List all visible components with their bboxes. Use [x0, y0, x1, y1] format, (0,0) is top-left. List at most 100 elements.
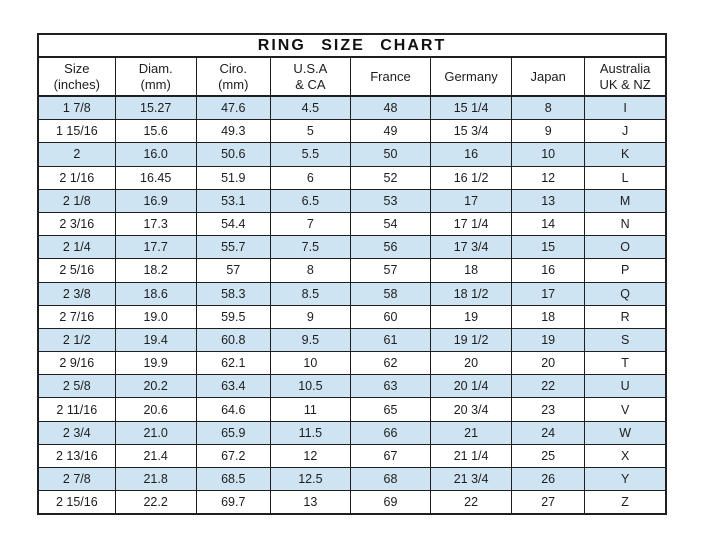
table-cell: 58.3	[195, 281, 271, 306]
table-cell: 15 3/4	[430, 119, 513, 144]
table-cell: 2 15/16	[37, 490, 116, 515]
table-cell: 6.5	[269, 188, 351, 213]
table-cell: 20.6	[114, 397, 197, 422]
table-cell: 2 3/16	[37, 211, 116, 237]
table-cell: 16.0	[114, 142, 197, 167]
table-cell: 16.45	[114, 165, 197, 190]
header-row: Size (inches) Diam. (mm) Ciro. (mm) U.S.A & CA F…	[37, 56, 667, 97]
table-cell: 63	[349, 374, 432, 399]
table-cell: 2 1/4	[37, 235, 116, 260]
table-cell: 10	[269, 351, 351, 376]
table-cell: R	[584, 304, 667, 329]
column-header: Japan	[511, 56, 586, 97]
table-cell: 4.5	[269, 95, 351, 121]
table-row: 2 7/16 19.0 59.5 9 60 19 18 R	[37, 304, 667, 329]
table-cell: 22.2	[114, 490, 197, 515]
table-row: 2 11/16 20.6 64.6 11 65 20 3/4 23 V	[37, 397, 667, 422]
table-cell: 19.0	[114, 304, 197, 329]
table-cell: 16 1/2	[430, 165, 513, 190]
table-cell: 13	[269, 490, 351, 515]
table-cell: 57	[349, 258, 432, 283]
table-cell: 12	[511, 165, 586, 190]
column-header: Australia UK & NZ	[584, 56, 667, 97]
table-row: 2 1/4 17.7 55.7 7.5 56 17 3/4 15 O	[37, 235, 667, 260]
table-cell: 7.5	[269, 235, 351, 260]
table-cell: 2 13/16	[37, 443, 116, 469]
table-cell: V	[584, 397, 667, 422]
table-cell: 25	[511, 443, 586, 469]
table-cell: 27	[511, 490, 586, 515]
table-row: 2 1/16 16.45 51.9 6 52 16 1/2 12 L	[37, 165, 667, 190]
column-header-line: & CA	[295, 76, 326, 92]
table-cell: 50	[349, 142, 432, 167]
table-cell: 67.2	[195, 443, 271, 469]
table-cell: 51.9	[195, 165, 271, 190]
table-cell: 16	[430, 142, 513, 167]
table-cell: 17	[430, 188, 513, 213]
column-header-line: France	[370, 68, 411, 84]
column-header-line: U.S.A	[293, 61, 328, 77]
table-row: 2 1/8 16.9 53.1 6.5 53 17 13 M	[37, 188, 667, 213]
table-cell: 20.2	[114, 374, 197, 399]
table-row: 2 13/16 21.4 67.2 12 67 21 1/4 25 X	[37, 443, 667, 469]
table-cell: O	[584, 235, 667, 260]
table-cell: 22	[430, 490, 513, 515]
table-cell: 64.6	[195, 397, 271, 422]
table-cell: 17.3	[114, 211, 197, 237]
table-cell: 53	[349, 188, 432, 213]
table-cell: W	[584, 420, 667, 445]
table-cell: 53.1	[195, 188, 271, 213]
table-cell: 23	[511, 397, 586, 422]
table-cell: Z	[584, 490, 667, 515]
table-cell: T	[584, 351, 667, 376]
table-cell: 20 1/4	[430, 374, 513, 399]
column-header-line: (mm)	[140, 76, 171, 92]
table-cell: 21.4	[114, 443, 197, 469]
table-cell: 20 3/4	[430, 397, 513, 422]
table-cell: 62.1	[195, 351, 271, 376]
table-cell: 62	[349, 351, 432, 376]
table-cell: 19 1/2	[430, 327, 513, 353]
table-cell: 2 1/8	[37, 188, 116, 213]
table-cell: 9	[269, 304, 351, 329]
table-cell: 11.5	[269, 420, 351, 445]
table-cell: 17.7	[114, 235, 197, 260]
column-header-line: UK & NZ	[599, 76, 651, 92]
table-cell: 2 3/8	[37, 281, 116, 306]
table-cell: 19	[430, 304, 513, 329]
table-cell: 18 1/2	[430, 281, 513, 306]
table-cell: 18.6	[114, 281, 197, 306]
table-cell: 18	[430, 258, 513, 283]
table-cell: 57	[195, 258, 271, 283]
table-cell: 49	[349, 119, 432, 144]
table-cell: 19.9	[114, 351, 197, 376]
table-cell: 8.5	[269, 281, 351, 306]
table-cell: 2 1/16	[37, 165, 116, 190]
table-body: 1 7/8 15.27 47.6 4.5 48 15 1/4 8 I 1 15/16 15.6 49…	[37, 95, 667, 515]
table-row: 2 1/2 19.4 60.8 9.5 61 19 1/2 19 S	[37, 327, 667, 353]
table-cell: 26	[511, 466, 586, 492]
table-cell: 59.5	[195, 304, 271, 329]
table-row: 2 3/4 21.0 65.9 11.5 66 21 24 W	[37, 420, 667, 445]
table-cell: 10.5	[269, 374, 351, 399]
column-header: France	[349, 56, 432, 97]
table-cell: 60	[349, 304, 432, 329]
table-cell: 55.7	[195, 235, 271, 260]
table-cell: 13	[511, 188, 586, 213]
table-cell: 54.4	[195, 211, 271, 237]
table-row: 2 5/8 20.2 63.4 10.5 63 20 1/4 22 U	[37, 374, 667, 399]
table-cell: 22	[511, 374, 586, 399]
table-cell: 2 1/2	[37, 327, 116, 353]
table-cell: 14	[511, 211, 586, 237]
table-cell: 50.6	[195, 142, 271, 167]
table-cell: 18	[511, 304, 586, 329]
table-cell: U	[584, 374, 667, 399]
table-cell: S	[584, 327, 667, 353]
table-cell: 65.9	[195, 420, 271, 445]
table-cell: 12.5	[269, 466, 351, 492]
table-cell: 58	[349, 281, 432, 306]
column-header-line: (mm)	[218, 76, 249, 92]
table-cell: 48	[349, 95, 432, 121]
table-cell: 2 3/4	[37, 420, 116, 445]
